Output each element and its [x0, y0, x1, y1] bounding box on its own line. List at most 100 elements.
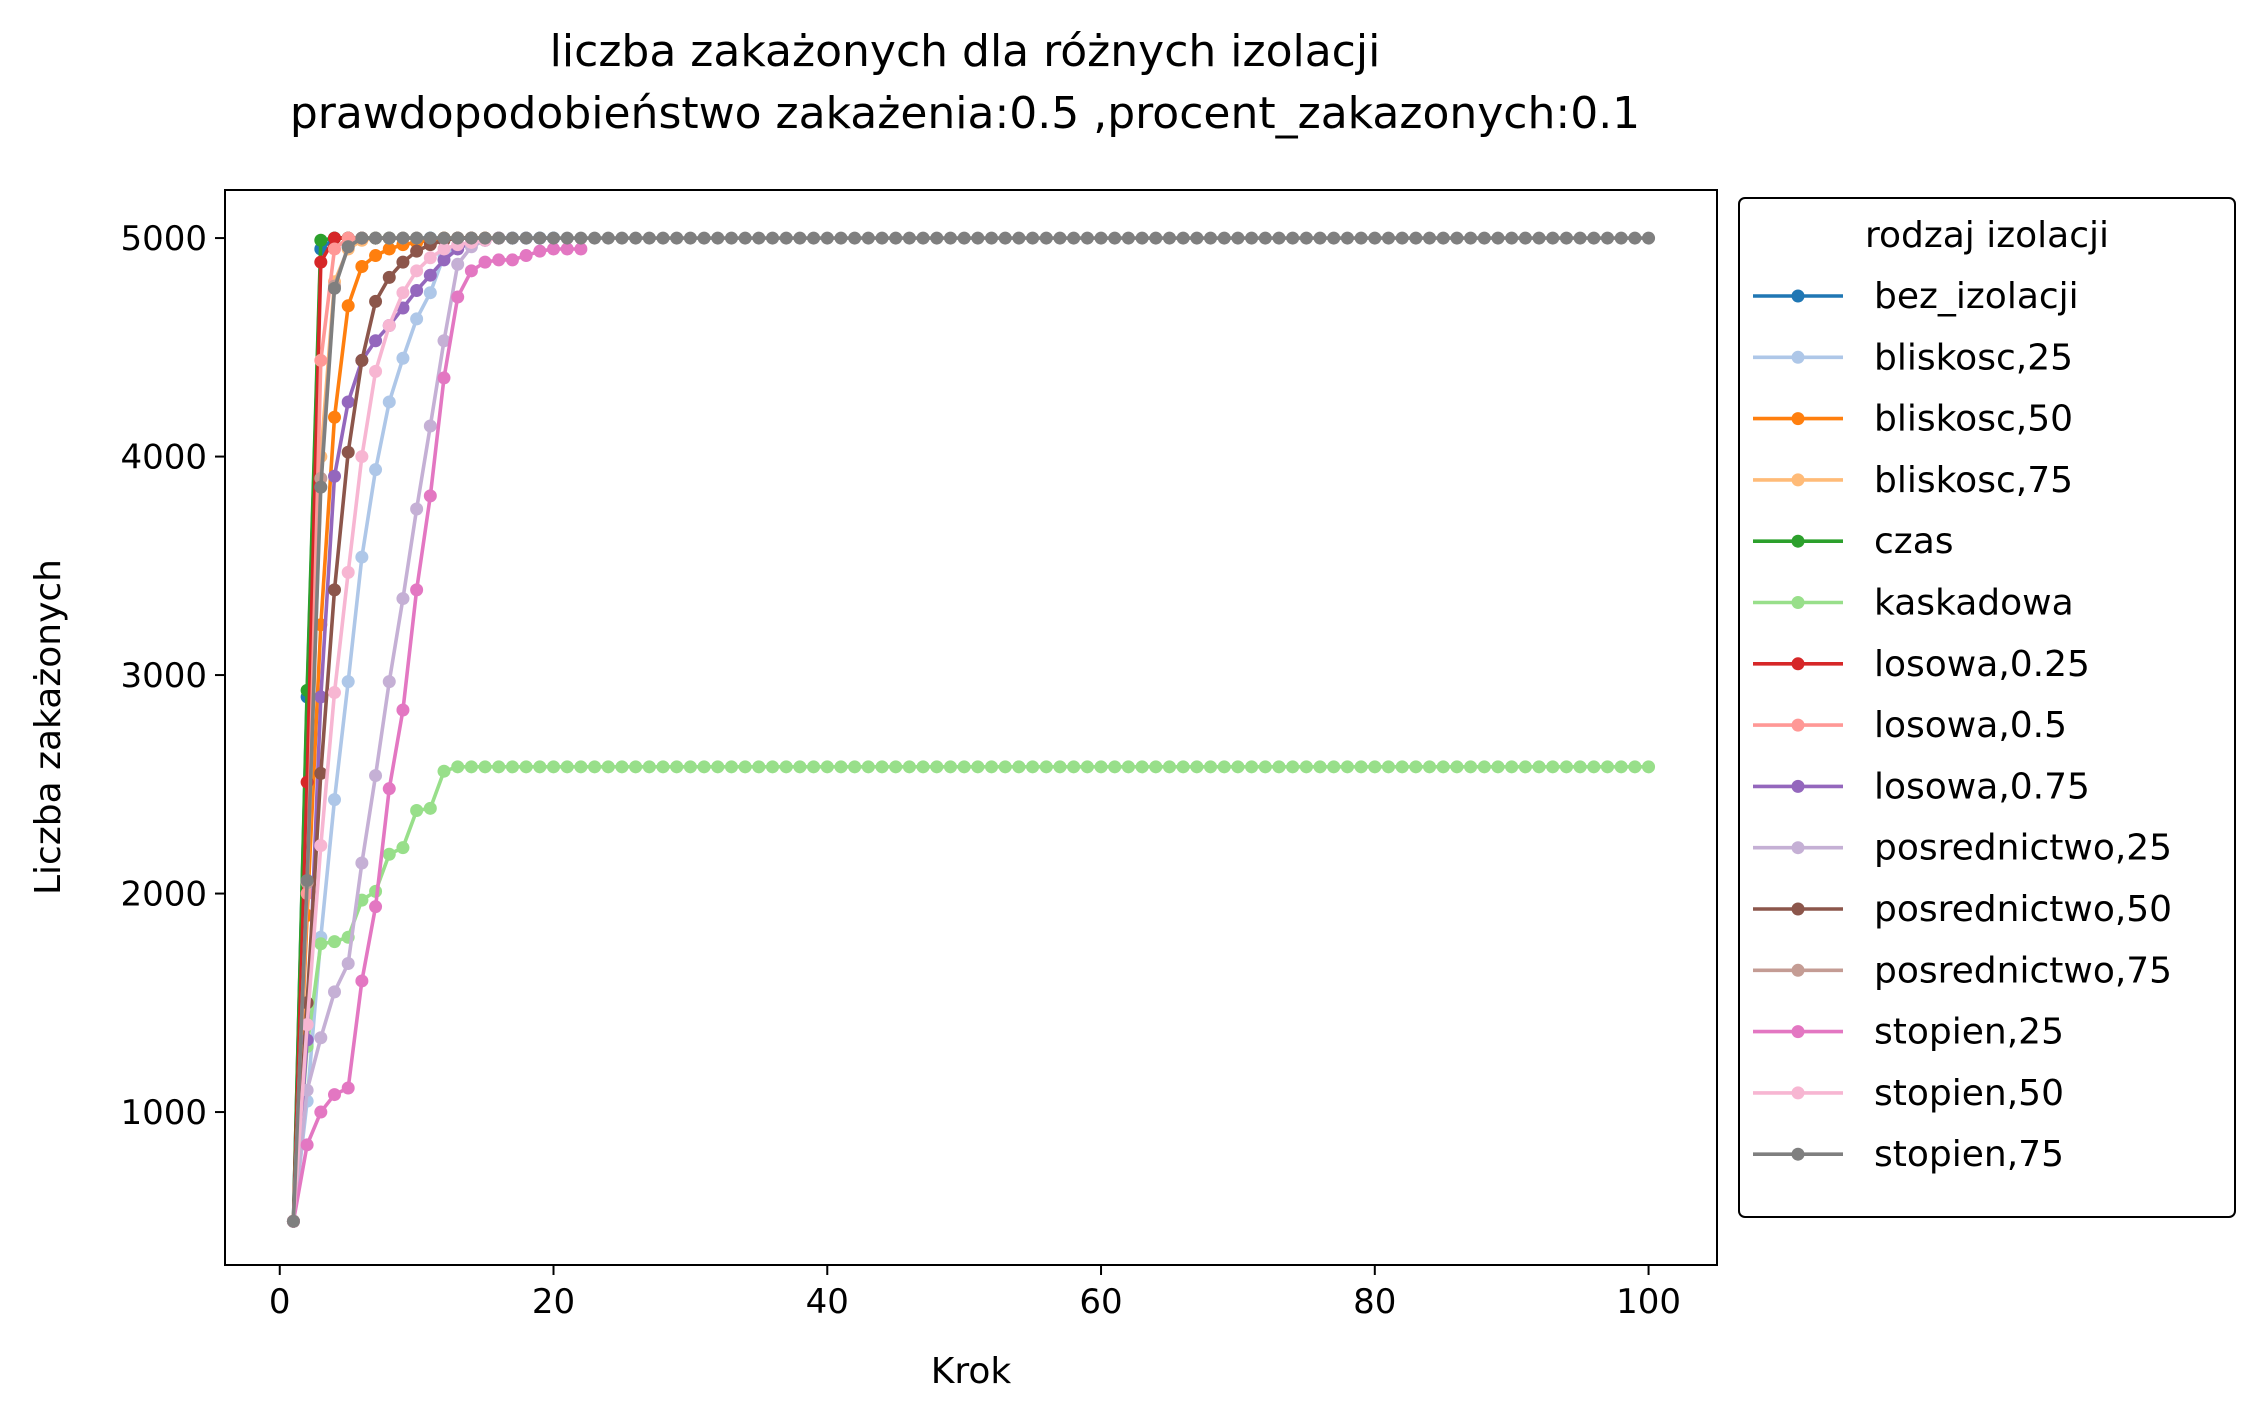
data-point [902, 231, 916, 245]
data-point [1423, 231, 1437, 245]
data-point [396, 286, 410, 300]
data-point [1368, 231, 1382, 245]
legend-item-bez-izolacji: bez_izolacji [1753, 276, 2079, 317]
legend-marker [1791, 841, 1805, 855]
data-point [683, 231, 697, 245]
data-point [1327, 231, 1341, 245]
data-point [1245, 231, 1259, 245]
data-point [1628, 231, 1642, 245]
data-point [1053, 231, 1067, 245]
x-tick-label: 40 [806, 1282, 849, 1322]
data-point [1176, 231, 1190, 245]
legend-item-kaskadowa: kaskadowa [1753, 583, 2074, 624]
data-point [1327, 760, 1341, 774]
data-point [670, 760, 684, 774]
data-point [341, 956, 355, 970]
data-point [328, 935, 341, 949]
data-point [1505, 760, 1519, 774]
series-layer [286, 231, 1656, 1228]
data-point [533, 231, 547, 245]
data-point [1601, 760, 1614, 774]
data-point [1012, 760, 1026, 774]
legend: rodzaj izolacji bez_izolacjibliskosc,25b… [1738, 197, 2236, 1218]
data-point [820, 760, 834, 774]
data-point [396, 592, 410, 606]
legend-label: posrednictwo,75 [1874, 950, 2172, 991]
data-point [834, 760, 848, 774]
legend-item-losowa-0-5: losowa,0.5 [1753, 705, 2067, 746]
data-point [300, 1138, 314, 1152]
legend-item-stopien-75: stopien,75 [1753, 1134, 2064, 1175]
data-point [697, 760, 711, 774]
data-point [1067, 760, 1081, 774]
legend-label: bez_izolacji [1874, 276, 2079, 317]
data-point [328, 686, 341, 700]
data-point [629, 231, 643, 245]
data-point [889, 760, 903, 774]
data-point [1162, 760, 1176, 774]
data-point [1477, 231, 1491, 245]
data-point [1149, 760, 1163, 774]
data-point [642, 231, 656, 245]
data-point [1121, 760, 1135, 774]
legend-marker [1791, 1147, 1805, 1161]
data-point [314, 766, 328, 780]
legend-item-bliskosc-75: bliskosc,75 [1753, 460, 2073, 501]
data-point [861, 231, 875, 245]
legend-marker [1791, 779, 1805, 793]
legend-label: stopien,25 [1874, 1012, 2064, 1053]
data-point [1231, 231, 1245, 245]
data-point [314, 233, 328, 247]
data-point [1436, 760, 1450, 774]
data-point [1026, 231, 1040, 245]
data-point [1614, 760, 1628, 774]
series-stopien-75 [286, 231, 1656, 1228]
data-point [1272, 231, 1286, 245]
data-point [711, 231, 725, 245]
data-point [1601, 231, 1614, 245]
data-point [396, 351, 410, 365]
legend-title: rodzaj izolacji [1865, 215, 2109, 256]
data-point [1559, 760, 1573, 774]
data-point [724, 760, 738, 774]
data-point [1026, 760, 1040, 774]
data-point [820, 231, 834, 245]
data-point [848, 760, 862, 774]
data-point [341, 675, 355, 689]
data-point [382, 782, 396, 796]
series-stopien-25 [286, 242, 588, 1228]
legend-item-czas: czas [1753, 521, 1954, 562]
data-point [1217, 760, 1231, 774]
data-point [1067, 231, 1081, 245]
data-point [656, 760, 670, 774]
data-point [1642, 231, 1656, 245]
data-point [382, 231, 396, 245]
data-point [355, 856, 369, 870]
data-point [1395, 231, 1409, 245]
data-point [998, 231, 1012, 245]
data-point [382, 675, 396, 689]
data-point [328, 793, 341, 807]
data-point [547, 242, 561, 256]
data-point [410, 244, 424, 258]
data-point [314, 480, 328, 494]
legend-marker [1791, 412, 1805, 426]
data-point [615, 760, 629, 774]
y-tick-label: 5000 [120, 219, 207, 259]
data-point [437, 334, 451, 348]
data-point [355, 450, 369, 464]
data-point [423, 231, 437, 245]
data-point [314, 255, 328, 269]
data-point [382, 847, 396, 861]
data-point [314, 1105, 328, 1119]
data-point [423, 286, 437, 300]
x-axis: 0 20 40 60 80 100 [269, 1265, 1681, 1322]
data-point [724, 231, 738, 245]
data-point [1354, 231, 1368, 245]
data-point [1587, 231, 1601, 245]
data-point [1108, 760, 1122, 774]
data-point [1423, 760, 1437, 774]
data-point [848, 231, 862, 245]
data-point [875, 231, 889, 245]
data-point [396, 231, 410, 245]
